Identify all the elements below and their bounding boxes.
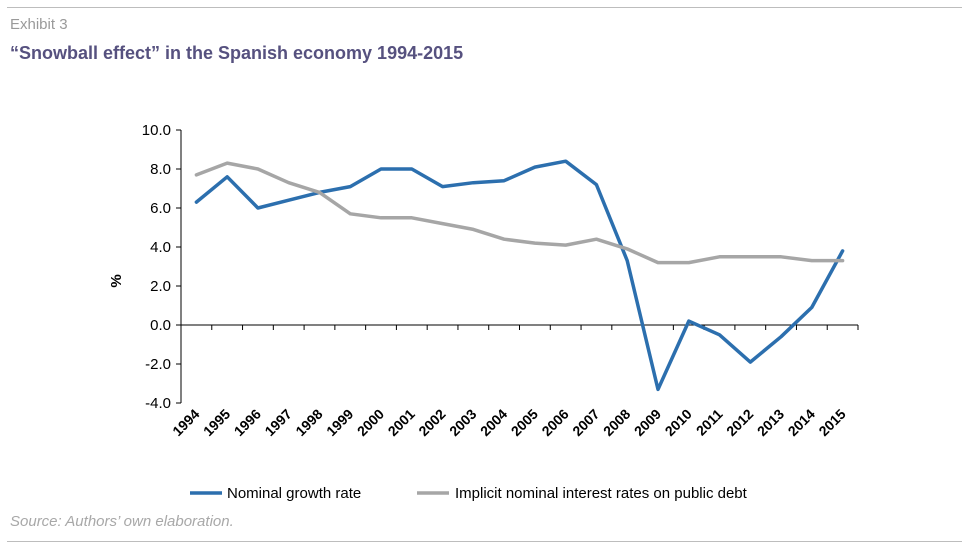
x-tick-label: 2011	[693, 406, 726, 439]
x-tick-label: 2010	[662, 406, 695, 439]
x-axis-ticks: 1994199519961997199819992000200120022003…	[169, 325, 859, 439]
y-tick-label: -2.0	[145, 356, 171, 373]
x-tick-label: 2009	[631, 406, 664, 439]
x-tick-label: 2012	[723, 406, 756, 439]
series-line-2	[194, 161, 845, 265]
x-tick-label: 1997	[261, 406, 294, 439]
y-tick-label: 6.0	[150, 200, 171, 217]
x-tick-label: 1996	[231, 406, 264, 439]
legend-label-2: Implicit nominal interest rates on publi…	[455, 485, 748, 502]
y-axis-ticks: -4.0 -2.0 0.0 2.0 4.0 6.0 8.0 10.0	[142, 122, 181, 412]
x-tick-label: 2007	[569, 406, 602, 439]
x-tick-label: 2014	[785, 406, 818, 439]
x-tick-label: 2003	[446, 406, 479, 439]
x-tick-label: 1995	[200, 406, 233, 439]
y-tick-label: 0.0	[150, 317, 171, 334]
legend-label-1: Nominal growth rate	[227, 485, 361, 502]
bottom-divider	[7, 541, 962, 542]
top-divider	[7, 7, 962, 8]
chart-legend: Nominal growth rate Implicit nominal inte…	[190, 485, 748, 502]
y-axis-label: %	[108, 274, 125, 287]
x-tick-label: 1998	[292, 406, 325, 439]
exhibit-label: Exhibit 3	[10, 16, 68, 33]
chart-series	[194, 159, 845, 392]
y-tick-label: 8.0	[150, 161, 171, 178]
source-note: Source: Authors’ own elaboration.	[10, 513, 234, 530]
x-tick-label: 2013	[754, 406, 787, 439]
x-tick-label: 2005	[508, 406, 541, 439]
x-tick-label: 2008	[600, 406, 633, 439]
x-tick-label: 2002	[415, 406, 448, 439]
chart-axes	[180, 130, 858, 403]
x-tick-label: 1994	[169, 406, 202, 439]
series-line-1	[194, 159, 845, 392]
x-tick-label: 2000	[354, 406, 387, 439]
chart-title: “Snowball effect” in the Spanish economy…	[10, 43, 464, 63]
y-tick-label: 4.0	[150, 239, 171, 256]
x-tick-label: 2015	[815, 406, 848, 439]
y-tick-label: 10.0	[142, 122, 171, 139]
y-tick-label: -4.0	[145, 395, 171, 412]
x-tick-label: 2004	[477, 406, 510, 439]
x-tick-label: 2006	[538, 406, 571, 439]
x-tick-label: 2001	[385, 406, 418, 439]
y-tick-label: 2.0	[150, 278, 171, 295]
x-tick-label: 1999	[323, 406, 356, 439]
